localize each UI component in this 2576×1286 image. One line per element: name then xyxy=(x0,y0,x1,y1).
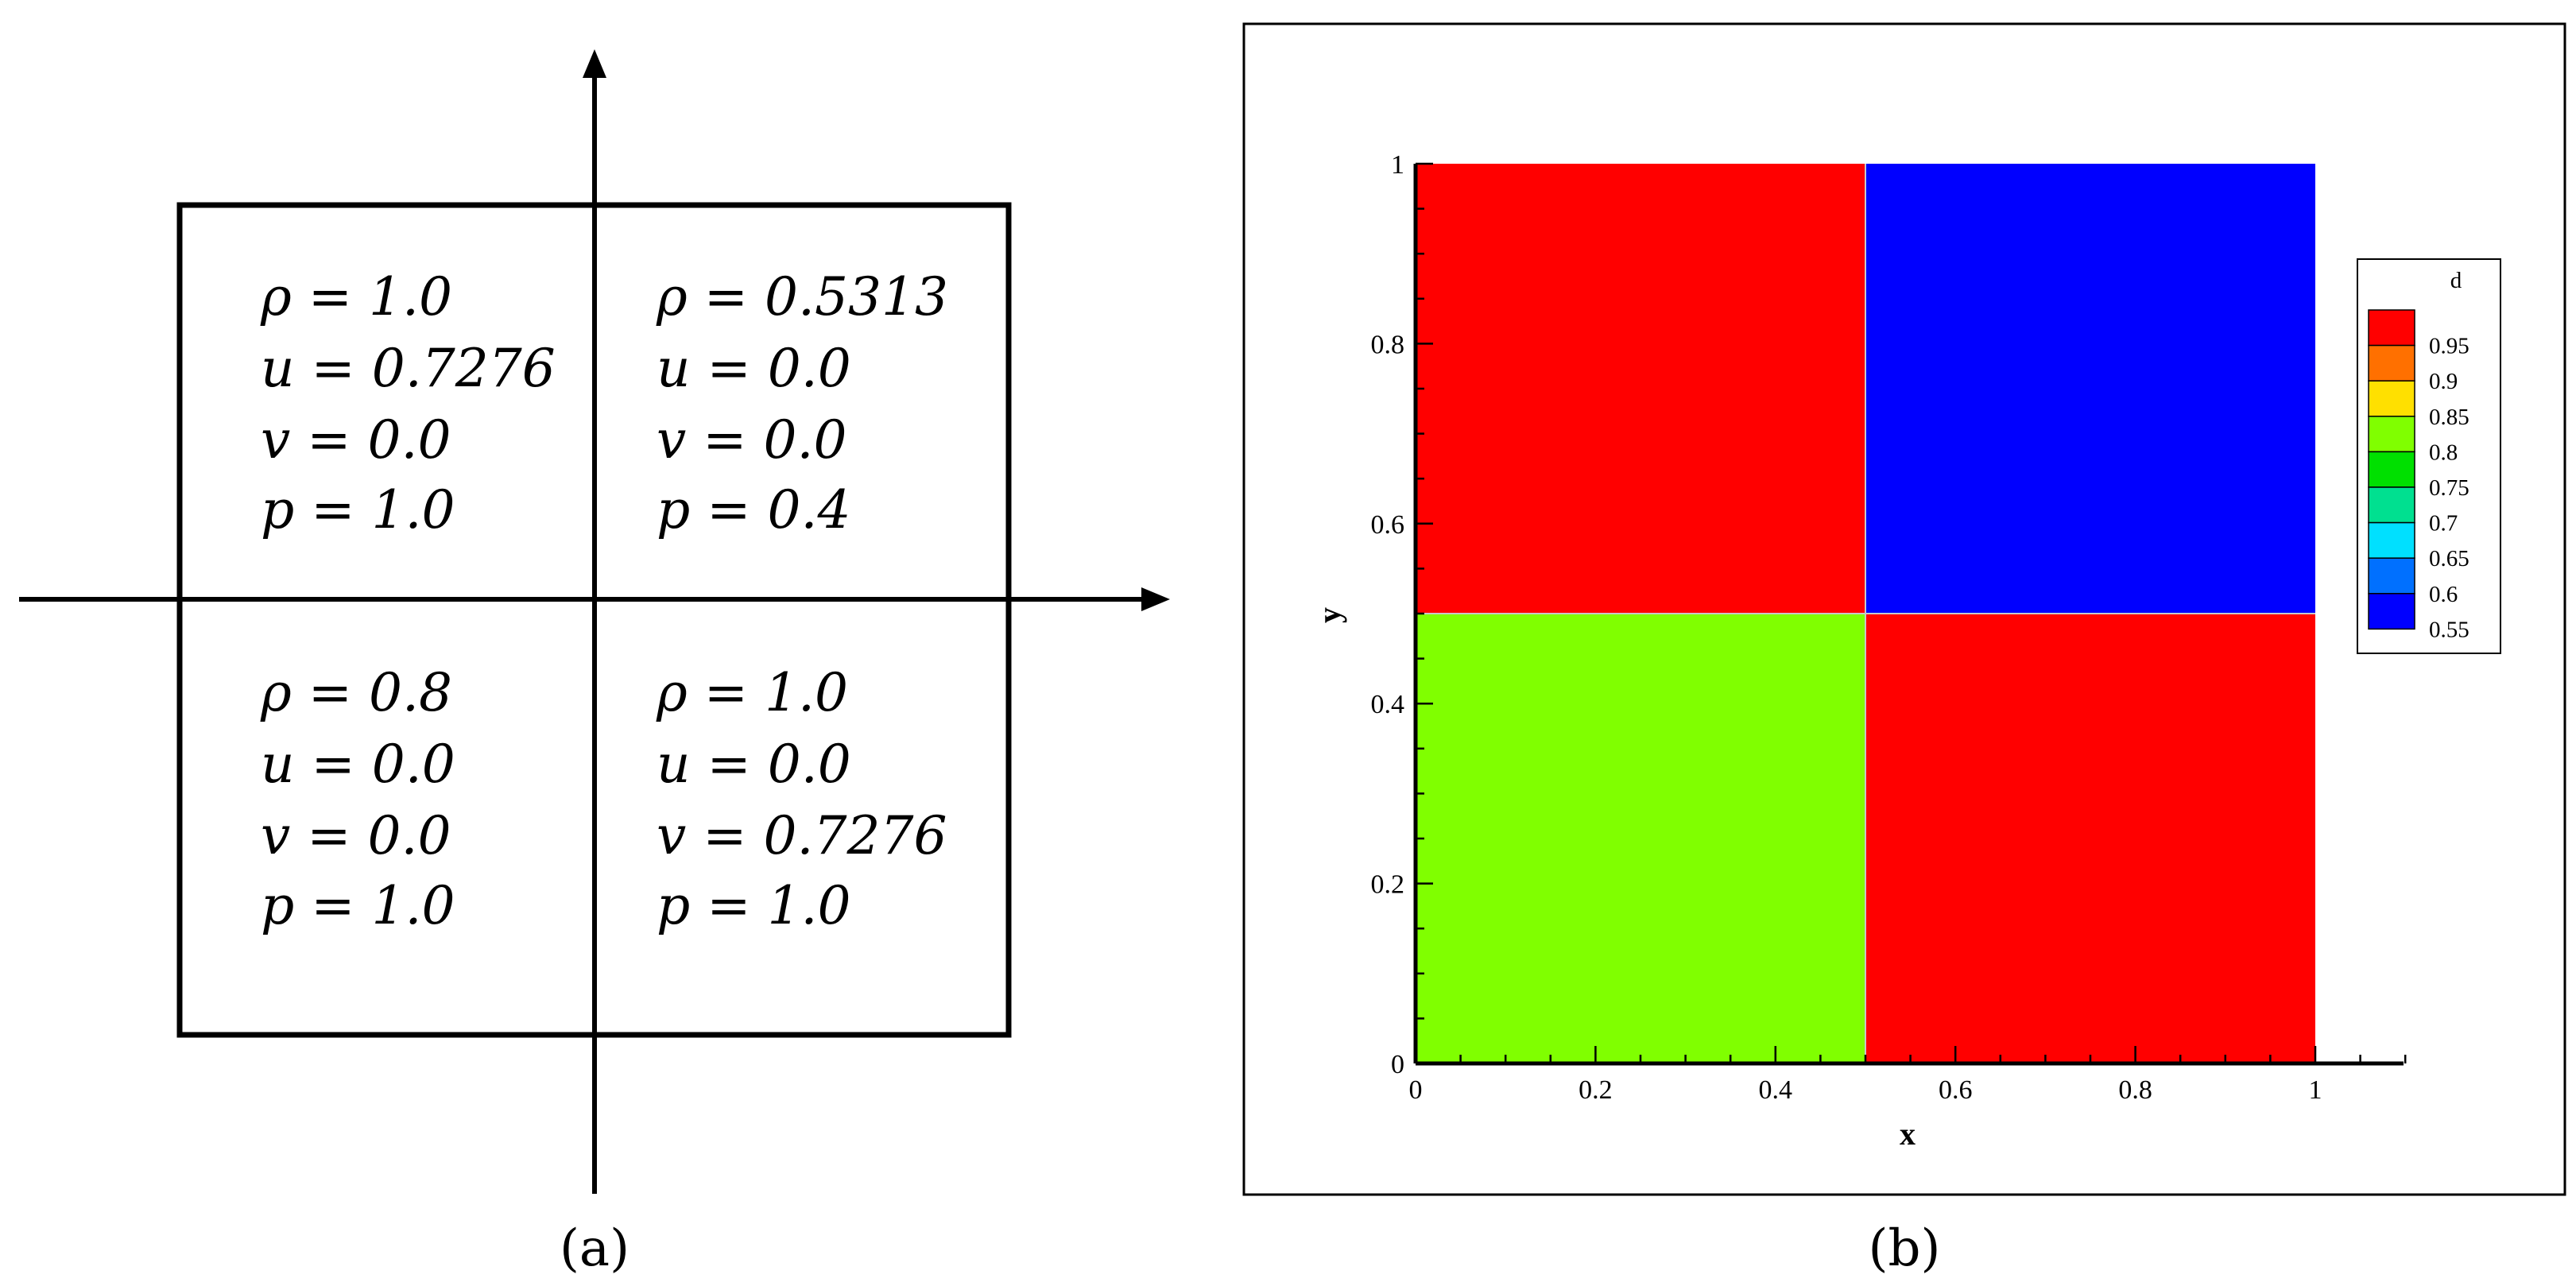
quadrant-line: p = 1.0 xyxy=(261,479,455,540)
panel-b: 0 0.2 0.4 0.6 0.8 1 0 0.2 0.4 0.6 0.8 1 x y d 0.95… xyxy=(1242,22,2566,1278)
caption-a: (a) xyxy=(560,1219,629,1278)
heatmap-region xyxy=(1416,164,1865,614)
legend-swatch xyxy=(2368,309,2415,347)
x-tick-label: 0 xyxy=(1409,1075,1423,1105)
y-axis-label: y xyxy=(1311,607,1347,623)
legend-swatch xyxy=(2368,521,2415,559)
plot-axes xyxy=(1413,162,2407,1066)
legend: d 0.95 0.9 0.85 0.8 0.75 0.7 0.65 0.6 0.55 xyxy=(2357,258,2501,654)
panel-a: ρ = 1.0 u = 0.7276 v = 0.0 p = 1.0 ρ = 0… xyxy=(19,49,1170,1278)
plot-regions xyxy=(1416,164,2315,1063)
legend-swatch xyxy=(2368,416,2415,453)
caption-b: (b) xyxy=(1869,1219,1941,1278)
y-tick-label: 0.4 xyxy=(1371,690,1405,719)
legend-level-label: 0.95 xyxy=(2429,334,2469,359)
x-tick-label: 0.8 xyxy=(2118,1075,2152,1105)
legend-swatch xyxy=(2368,557,2415,595)
y-tick-labels: 0 0.2 0.4 0.6 0.8 1 xyxy=(1371,150,1405,1079)
quadrant-line: ρ = 1.0 xyxy=(260,266,452,327)
legend-swatch xyxy=(2368,380,2415,417)
x-axis-label: x xyxy=(1900,1116,1916,1152)
quadrant-line: v = 0.0 xyxy=(657,409,847,471)
y-tick-label: 0.6 xyxy=(1371,510,1405,540)
quadrant-bottom-right: ρ = 1.0 u = 0.0 v = 0.7276 p = 1.0 xyxy=(656,662,947,936)
legend-title: d xyxy=(2450,268,2462,293)
quadrant-line: ρ = 0.5313 xyxy=(656,266,948,327)
x-tick-label: 0.6 xyxy=(1939,1075,1973,1105)
legend-level-label: 0.7 xyxy=(2429,511,2458,536)
x-tick-label: 0.4 xyxy=(1759,1075,1793,1105)
heatmap-region xyxy=(1416,614,1865,1063)
quadrant-top-right: ρ = 0.5313 u = 0.0 v = 0.0 p = 0.4 xyxy=(656,266,948,540)
quadrant-line: v = 0.0 xyxy=(261,805,451,866)
quadrant-line: p = 1.0 xyxy=(261,875,455,936)
legend-level-label: 0.85 xyxy=(2429,405,2469,430)
legend-level-label: 0.75 xyxy=(2429,475,2469,501)
quadrant-line: v = 0.0 xyxy=(261,409,451,471)
heatmap-region xyxy=(1865,164,2315,614)
legend-swatch xyxy=(2368,344,2415,382)
x-tick-label: 1 xyxy=(2309,1075,2322,1105)
legend-level-label: 0.8 xyxy=(2429,440,2458,465)
quadrant-line: u = 0.0 xyxy=(657,734,851,795)
y-tick-label: 1 xyxy=(1391,150,1404,180)
y-tick-label: 0.2 xyxy=(1371,870,1405,900)
legend-level-label: 0.9 xyxy=(2429,369,2458,394)
quadrant-bottom-left: ρ = 0.8 u = 0.0 v = 0.0 p = 1.0 xyxy=(260,662,455,936)
quadrant-top-left: ρ = 1.0 u = 0.7276 v = 0.0 p = 1.0 xyxy=(260,266,556,540)
legend-items: 0.95 0.9 0.85 0.8 0.75 0.7 0.65 0.6 0.55 xyxy=(2368,309,2469,642)
x-axis-arrow-icon xyxy=(1141,587,1170,611)
legend-swatch xyxy=(2368,451,2415,488)
quadrant-line: v = 0.7276 xyxy=(657,805,947,866)
y-tick-label: 0.8 xyxy=(1371,330,1405,359)
legend-swatch xyxy=(2368,486,2415,524)
heatmap-region xyxy=(1865,614,2315,1063)
legend-swatch xyxy=(2368,593,2415,630)
y-axis-arrow-icon xyxy=(583,49,606,78)
x-tick-labels: 0 0.2 0.4 0.6 0.8 1 xyxy=(1409,1075,2322,1105)
x-tick-label: 0.2 xyxy=(1579,1075,1613,1105)
quadrant-line: p = 0.4 xyxy=(657,479,850,540)
legend-level-label: 0.55 xyxy=(2429,617,2469,642)
quadrant-line: p = 1.0 xyxy=(657,875,850,936)
quadrant-line: u = 0.7276 xyxy=(261,338,556,399)
quadrant-line: u = 0.0 xyxy=(657,338,851,399)
quadrant-line: ρ = 0.8 xyxy=(260,662,452,723)
quadrant-line: u = 0.0 xyxy=(261,734,455,795)
legend-level-label: 0.65 xyxy=(2429,546,2469,571)
quadrant-line: ρ = 1.0 xyxy=(656,662,848,723)
y-tick-label: 0 xyxy=(1391,1050,1404,1079)
legend-level-label: 0.6 xyxy=(2429,582,2458,607)
